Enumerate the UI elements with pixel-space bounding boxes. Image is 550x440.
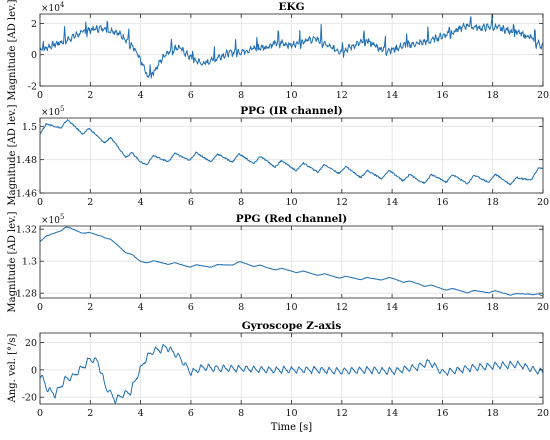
y-tick-label: 1.32 bbox=[16, 225, 37, 236]
x-tick-label: 2 bbox=[87, 90, 93, 101]
x-tick-label: 8 bbox=[238, 302, 244, 313]
x-axis-label: Time [s] bbox=[271, 422, 312, 433]
x-tick-label: 4 bbox=[138, 302, 144, 313]
x-tick-label: 16 bbox=[436, 197, 448, 208]
chart-panel-3: 0 2 4 6 8 10 12 14 16 18 20 1.28 1.3 1.32 PPG (Red cha… bbox=[7, 211, 549, 313]
x-tick-label: 6 bbox=[188, 197, 194, 208]
x-tick-label: 14 bbox=[386, 90, 398, 101]
x-tick-label: 16 bbox=[436, 90, 448, 101]
x-tick-label: 10 bbox=[285, 90, 297, 101]
x-tick-label: 0 bbox=[37, 90, 43, 101]
y-tick-label: 1.46 bbox=[16, 189, 37, 200]
y-tick-label: 0 bbox=[31, 50, 37, 61]
x-tick-label: 20 bbox=[537, 408, 549, 419]
y-axis-label: Magnitude [AD lev.] bbox=[7, 104, 18, 205]
y-tick-label: 1.48 bbox=[16, 155, 37, 166]
y-axis-label: Magnitude [AD lev.] bbox=[7, 0, 18, 101]
x-tick-label: 4 bbox=[138, 90, 144, 101]
x-tick-label: 8 bbox=[238, 90, 244, 101]
x-tick-label: 2 bbox=[87, 302, 93, 313]
x-tick-label: 16 bbox=[436, 302, 448, 313]
y-tick-label: -20 bbox=[22, 393, 37, 404]
x-tick-label: 10 bbox=[285, 408, 297, 419]
x-tick-label: 14 bbox=[386, 302, 398, 313]
panel-title: EKG bbox=[278, 1, 304, 13]
panel-title: Gyroscope Z-axis bbox=[242, 320, 342, 332]
chart-panel-2: 0 2 4 6 8 10 12 14 16 18 20 1.46 1.48 1.5 PPG (IR chan… bbox=[7, 104, 549, 208]
x-tick-label: 0 bbox=[37, 408, 43, 419]
y-tick-label: 1.28 bbox=[16, 289, 37, 300]
y-tick-label: 2 bbox=[31, 19, 37, 30]
y-tick-label: -2 bbox=[28, 82, 37, 93]
x-tick-label: 2 bbox=[87, 197, 93, 208]
y-tick-label: 20 bbox=[25, 338, 37, 349]
x-tick-label: 18 bbox=[487, 197, 499, 208]
x-tick-label: 0 bbox=[37, 197, 43, 208]
x-tick-label: 16 bbox=[436, 408, 448, 419]
x-tick-label: 14 bbox=[386, 197, 398, 208]
x-tick-label: 18 bbox=[487, 408, 499, 419]
y-tick-label: 0 bbox=[31, 365, 37, 376]
x-tick-label: 18 bbox=[487, 302, 499, 313]
y-axis-label: Ang. vel. [°/s] bbox=[7, 333, 18, 403]
x-tick-label: 20 bbox=[537, 197, 549, 208]
x-tick-label: 12 bbox=[336, 90, 348, 101]
x-tick-label: 6 bbox=[188, 90, 194, 101]
x-tick-label: 10 bbox=[285, 197, 297, 208]
x-tick-label: 20 bbox=[537, 90, 549, 101]
axis-multiplier: ×104 bbox=[41, 1, 65, 14]
x-tick-label: 18 bbox=[487, 90, 499, 101]
axis-multiplier: ×105 bbox=[41, 213, 64, 226]
x-tick-label: 8 bbox=[238, 408, 244, 419]
x-tick-label: 0 bbox=[37, 302, 43, 313]
series-line-1 bbox=[39, 13, 543, 79]
y-tick-label: 1.5 bbox=[22, 122, 37, 133]
x-tick-label: 12 bbox=[336, 408, 348, 419]
x-tick-label: 4 bbox=[138, 197, 144, 208]
x-tick-label: 2 bbox=[87, 408, 93, 419]
x-tick-label: 6 bbox=[188, 302, 194, 313]
x-tick-label: 8 bbox=[238, 197, 244, 208]
series-line-2 bbox=[39, 119, 544, 186]
axis-multiplier: ×105 bbox=[41, 105, 64, 118]
x-tick-label: 14 bbox=[386, 408, 398, 419]
x-tick-label: 12 bbox=[336, 197, 348, 208]
x-tick-label: 10 bbox=[285, 302, 297, 313]
y-tick-label: 1.3 bbox=[22, 257, 37, 268]
x-tick-label: 20 bbox=[537, 302, 549, 313]
x-tick-label: 6 bbox=[188, 408, 194, 419]
x-tick-label: 12 bbox=[336, 302, 348, 313]
x-tick-label: 4 bbox=[138, 408, 144, 419]
panel-title: PPG (Red channel) bbox=[236, 213, 348, 225]
series-line-3 bbox=[39, 226, 544, 297]
y-axis-label: Magnitude [AD lev.] bbox=[7, 211, 18, 312]
series-line-4 bbox=[39, 344, 544, 404]
panel-title: PPG (IR channel) bbox=[240, 105, 342, 117]
